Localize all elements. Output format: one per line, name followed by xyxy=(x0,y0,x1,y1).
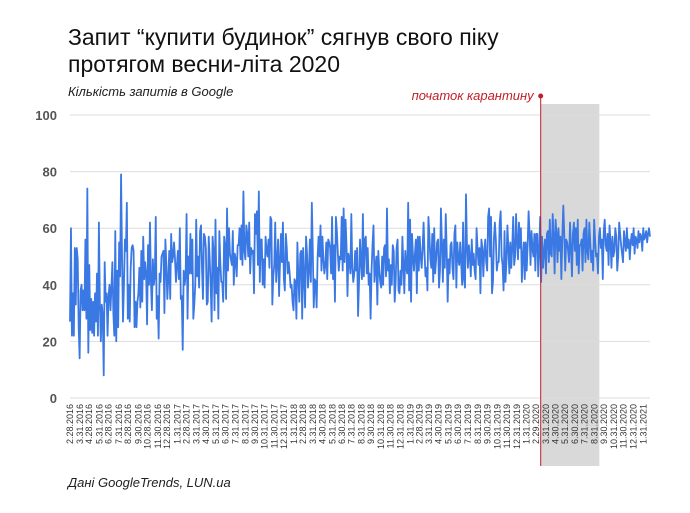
y-tick-label: 80 xyxy=(43,165,57,180)
x-tick-label: 8.31.2017 xyxy=(240,404,250,444)
x-tick-label: 11.30.2018 xyxy=(386,404,396,448)
x-tick-label: 8.31.2019 xyxy=(473,404,483,444)
x-tick-label: 7.31.2016 xyxy=(114,404,124,444)
x-tick-label: 9.30.2020 xyxy=(599,404,609,444)
x-tick-label: 2.28.2018 xyxy=(298,404,308,444)
x-tick-label: 11.30.2019 xyxy=(502,404,512,448)
quarantine-marker-dot xyxy=(538,93,544,99)
x-tick-label: 2.28.2017 xyxy=(182,404,192,444)
x-tick-label: 5.31.2019 xyxy=(444,404,454,444)
x-tick-label: 9.30.2019 xyxy=(482,404,492,444)
x-tick-label: 8.31.2018 xyxy=(357,404,367,444)
chart-subtitle: Кількість запитів в Google xyxy=(68,84,234,99)
x-tick-label: 12.31.2017 xyxy=(279,404,289,449)
x-tick-label: 4.30.2020 xyxy=(550,404,560,444)
x-tick-label: 6.30.2017 xyxy=(221,404,231,444)
x-tick-label: 12.31.2018 xyxy=(395,404,405,449)
x-tick-label: 12.31.2020 xyxy=(628,404,638,449)
x-tick-label: 9.30.2018 xyxy=(366,404,376,444)
x-tick-label: 5.31.2018 xyxy=(327,404,337,444)
x-tick-label: 1.31.2020 xyxy=(522,404,532,444)
x-tick-label: 9.30.2017 xyxy=(250,404,260,444)
x-tick-label: 12.28.2016 xyxy=(162,404,172,449)
quarantine-label: початок карантину xyxy=(412,88,536,103)
x-tick-label: 7.31.2017 xyxy=(230,404,240,444)
x-tick-label: 2.29.2020 xyxy=(531,404,541,444)
x-tick-label: 2.28.2016 xyxy=(65,404,75,444)
x-tick-label: 8.31.2020 xyxy=(590,404,600,444)
x-tick-label: 10.28.2016 xyxy=(142,404,152,449)
x-tick-label: 5.31.2016 xyxy=(95,404,105,444)
x-tick-label: 1.31.2017 xyxy=(173,404,183,444)
x-tick-label: 4.30.2017 xyxy=(201,404,211,444)
x-tick-label: 4.30.2018 xyxy=(317,404,327,444)
x-tick-label: 9.30.2016 xyxy=(134,404,144,444)
chart-title-line-1: Запит “купити будинок” сягнув свого піку xyxy=(68,24,499,50)
x-tick-label: 6.30.2020 xyxy=(570,404,580,444)
x-tick-label: 7.31.2018 xyxy=(347,404,357,444)
x-tick-label: 1.31.2018 xyxy=(289,404,299,444)
x-tick-label: 6.28.2016 xyxy=(104,404,114,444)
x-tick-label: 5.31.2020 xyxy=(560,404,570,444)
x-tick-label: 6.30.2019 xyxy=(453,404,463,444)
x-tick-label: 6.30.2018 xyxy=(337,404,347,444)
x-tick-label: 8.28.2016 xyxy=(123,404,133,444)
x-tick-label: 1.31.2019 xyxy=(405,404,415,444)
y-tick-label: 40 xyxy=(43,278,57,293)
x-tick-label: 11.30.2020 xyxy=(619,404,629,448)
chart-title-line-2: протягом весни-літа 2020 xyxy=(68,51,341,77)
x-tick-label: 12.31.2019 xyxy=(512,404,522,449)
x-tick-label: 7.31.2019 xyxy=(463,404,473,444)
chart-title: Запит “купити будинок” сягнув свого піку… xyxy=(68,24,668,78)
x-tick-label: 10.31.2019 xyxy=(492,404,502,449)
x-tick-label: 4.28.2016 xyxy=(84,404,94,444)
x-tick-label: 4.30.2019 xyxy=(434,404,444,444)
source-note: Дані GoogleTrends, LUN.ua xyxy=(68,475,231,490)
x-tick-label: 3.31.2020 xyxy=(541,404,551,444)
x-tick-label: 7.31.2020 xyxy=(580,404,590,444)
x-tick-label: 3.31.2018 xyxy=(308,404,318,444)
x-tick-label: 11.30.2016 xyxy=(153,404,163,448)
x-tick-label: 5.31.2017 xyxy=(211,404,221,444)
x-tick-label: 10.31.2020 xyxy=(609,404,619,449)
x-tick-label: 10.31.2017 xyxy=(260,404,270,449)
x-tick-label: 10.31.2018 xyxy=(376,404,386,449)
x-tick-label: 3.31.2016 xyxy=(75,404,85,444)
y-tick-label: 60 xyxy=(43,221,57,236)
series-line xyxy=(69,173,651,377)
x-tick-label: 11.30.2017 xyxy=(269,404,279,448)
x-tick-label: 3.31.2019 xyxy=(424,404,434,444)
y-tick-label: 100 xyxy=(35,108,57,123)
x-tick-label: 2.28.2019 xyxy=(414,404,424,444)
x-tick-label: 1.31.2021 xyxy=(638,404,648,444)
x-tick-label: 3.31.2017 xyxy=(192,404,202,444)
y-tick-label: 0 xyxy=(50,391,57,406)
y-tick-label: 20 xyxy=(43,334,57,349)
